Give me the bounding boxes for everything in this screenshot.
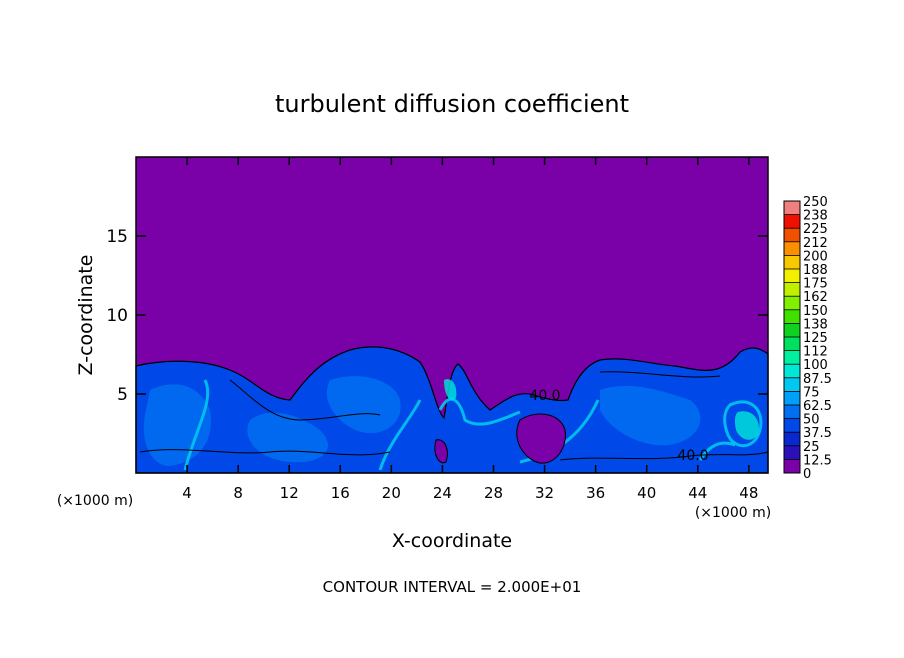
- colorbar-bin: [784, 241, 800, 256]
- x-unit: (×1000 m): [695, 505, 771, 521]
- colorbar-bin: [784, 405, 800, 419]
- y-tick-label: 15: [106, 227, 128, 247]
- colorbar-bin: [784, 445, 800, 460]
- y-tick-label: 5: [117, 385, 128, 405]
- x-tick-label: 24: [433, 484, 452, 502]
- colorbar-label: 175: [803, 277, 828, 292]
- colorbar-bin: [784, 377, 800, 392]
- colorbar-label: 225: [803, 222, 828, 237]
- colorbar-label: 62.5: [803, 399, 832, 414]
- contour-label: 40.0: [677, 448, 708, 464]
- colorbar-bin: [784, 459, 800, 473]
- colorbar-label: 138: [803, 317, 828, 332]
- colorbar-bin: [784, 323, 800, 337]
- colorbar-label: 212: [803, 236, 828, 251]
- field: [135, 157, 769, 474]
- colorbar-bin: [784, 337, 800, 351]
- x-tick-label: 40: [637, 484, 656, 502]
- colorbar-label: 238: [803, 209, 828, 224]
- colorbar-label: 25: [803, 440, 820, 455]
- x-tick-label: 36: [586, 484, 605, 502]
- colorbar-label: 100: [803, 358, 828, 373]
- x-tick-label: 20: [382, 484, 401, 502]
- colorbar-bin: [784, 418, 800, 433]
- x-tick-label: 4: [182, 484, 192, 502]
- colorbar-bin: [784, 391, 800, 405]
- colorbar-label: 50: [803, 413, 820, 428]
- x-tick-label: 16: [331, 484, 350, 502]
- colorbar-label: 150: [803, 304, 828, 319]
- colorbar-bin: [784, 282, 800, 297]
- colorbar-label: 87.5: [803, 372, 832, 387]
- colorbar-label: 37.5: [803, 426, 832, 441]
- field-layer: [143, 376, 701, 466]
- x-tick-label: 44: [688, 484, 707, 502]
- colorbar-label: 125: [803, 331, 828, 346]
- y-axis-label: Z-coordinate: [75, 255, 97, 376]
- colorbar-bin: [784, 228, 800, 242]
- colorbar-label: 75: [803, 385, 820, 400]
- colorbar-bin: [784, 214, 800, 229]
- colorbar-bin: [784, 296, 800, 310]
- x-unit: (×1000 m): [57, 493, 133, 509]
- y-tick-label: 10: [106, 306, 128, 326]
- field-layer: [434, 413, 566, 464]
- colorbar-bin: [784, 255, 800, 269]
- colorbar-bin: [784, 201, 800, 215]
- x-tick-label: 8: [233, 484, 243, 502]
- colorbar-label: 162: [803, 290, 828, 305]
- x-tick-label: 32: [535, 484, 554, 502]
- x-tick-label: 48: [739, 484, 758, 502]
- colorbar-label: 0: [803, 467, 811, 482]
- x-tick-label: 28: [484, 484, 503, 502]
- colorbar-label: 200: [803, 249, 828, 264]
- contour-label: 40.0: [529, 388, 560, 404]
- colorbar-bin: [784, 432, 800, 446]
- colorbar-label: 112: [803, 345, 828, 360]
- field-contour: [139, 371, 769, 461]
- colorbar-label: 250: [803, 195, 828, 210]
- colorbar-label: 12.5: [803, 453, 832, 468]
- colorbar-bin: [784, 309, 800, 324]
- colorbar-bin: [784, 269, 800, 283]
- chart-title: turbulent diffusion coefficient: [275, 90, 629, 118]
- footer: CONTOUR INTERVAL = 2.000E+01: [323, 578, 582, 596]
- colorbar-bin: [784, 350, 800, 365]
- colorbar-bin: [784, 364, 800, 378]
- x-axis-label: X-coordinate: [392, 530, 512, 552]
- x-tick-label: 12: [280, 484, 299, 502]
- colorbar-label: 188: [803, 263, 828, 278]
